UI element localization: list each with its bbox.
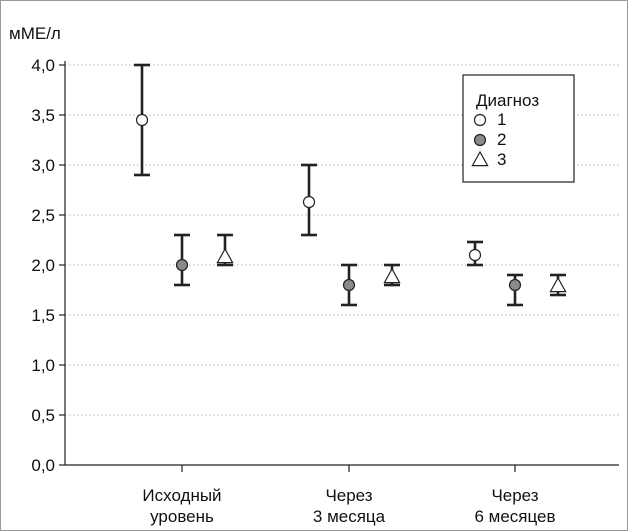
axes	[59, 61, 619, 472]
data-point-series-2	[175, 258, 189, 272]
legend-marker-1	[473, 113, 487, 127]
legend-items: 123	[471, 110, 506, 169]
y-tick-label: 1,0	[31, 356, 55, 375]
y-tick-label: 2,5	[31, 206, 55, 225]
data-point-series-2	[342, 278, 356, 292]
y-tick-label: 3,5	[31, 106, 55, 125]
y-tick-label: 0,5	[31, 406, 55, 425]
x-category-label: Через	[325, 486, 372, 505]
legend-label: 3	[497, 150, 506, 169]
data-point-series-3	[216, 247, 234, 264]
x-category-label: 6 месяцев	[474, 507, 555, 526]
x-category-label: Через	[491, 486, 538, 505]
legend-title: Диагноз	[476, 91, 539, 110]
legend: Диагноз 123	[462, 74, 575, 183]
legend-label: 2	[497, 130, 506, 149]
y-tick-label: 2,0	[31, 256, 55, 275]
data-point-series-2	[508, 278, 522, 292]
y-tick-label: 4,0	[31, 56, 55, 75]
y-tick-label: 3,0	[31, 156, 55, 175]
data-marks	[134, 63, 567, 307]
x-category-label: Исходный	[142, 486, 221, 505]
data-point-series-1	[135, 113, 149, 127]
y-tick-labels: 0,0 0,5 1,0 1,5 2,0 2,5 3,0 3,5 4,0	[31, 56, 55, 475]
data-point-series-3	[383, 267, 401, 284]
x-category-labels: Исходный уровень Через 3 месяца Через 6 месяц…	[142, 486, 555, 526]
legend-marker-3	[471, 150, 489, 167]
x-category-label: 3 месяца	[313, 507, 386, 526]
y-tick-label: 0,0	[31, 456, 55, 475]
data-point-series-1	[468, 248, 482, 262]
x-category-label: уровень	[150, 507, 214, 526]
y-tick-label: 1,5	[31, 306, 55, 325]
y-axis-unit-label: мМЕ/л	[9, 24, 61, 43]
data-point-series-1	[302, 195, 316, 209]
data-point-series-3	[549, 276, 567, 293]
legend-label: 1	[497, 110, 506, 129]
legend-marker-2	[473, 133, 487, 147]
